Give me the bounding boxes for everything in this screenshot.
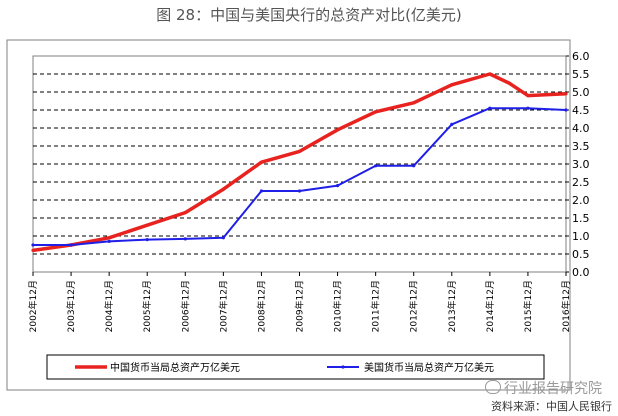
data-point-china (374, 110, 378, 114)
y-tick-label: 5.5 (572, 68, 590, 81)
grid-layer (33, 73, 566, 255)
data-point-us (145, 238, 149, 242)
y-tick-label: 6.0 (572, 50, 590, 63)
data-point-us (183, 237, 187, 241)
y-tick-label: 4.0 (572, 122, 590, 135)
data-point-us (221, 236, 225, 240)
x-tick-label: 2004年12月 (103, 280, 115, 332)
watermark-text: 行业报告研究院 (504, 381, 602, 397)
y-tick-label: 2.0 (572, 194, 590, 207)
legend-box (46, 354, 545, 380)
y-tick-label: 0.0 (572, 266, 590, 279)
data-point-us (31, 243, 35, 247)
y-tick-label: 2.5 (572, 176, 590, 189)
x-axis-ticks: 2002年12月 2003年12月 2004年12月 2005年12月 2006年12月… (27, 272, 572, 332)
data-point-china (259, 160, 264, 164)
y-axis-ticks: 0.0 0.5 1.0 1.5 2.0 2.5 3.0 3.5 4.0 4.5 5.0 5.5 6.0 (566, 50, 590, 279)
data-point-us (526, 106, 530, 110)
x-tick-label: 2014年12月 (484, 280, 496, 332)
y-tick-label: 3.5 (572, 140, 590, 153)
data-point-china (183, 211, 187, 215)
data-point-us (69, 243, 73, 247)
data-point-china (526, 94, 530, 98)
x-tick-label: 2010年12月 (332, 280, 344, 332)
legend-china-marker (89, 365, 93, 369)
data-point-china (145, 223, 149, 227)
data-point-us (564, 108, 568, 112)
data-point-us (488, 106, 492, 110)
data-point-china (488, 72, 492, 76)
x-tick-label: 2016年12月 (560, 280, 572, 332)
x-tick-label: 2008年12月 (255, 280, 267, 332)
data-point-us (335, 184, 340, 188)
x-tick-label: 2012年12月 (408, 280, 420, 332)
x-tick-label: 2006年12月 (179, 280, 191, 332)
legend-us-marker (341, 365, 345, 369)
data-point-china (107, 236, 111, 240)
data-point-us (450, 122, 454, 126)
series-line-china (32, 72, 567, 253)
x-tick-label: 2009年12月 (294, 280, 306, 332)
wechat-icon (485, 380, 501, 394)
legend-item-us: 美国货币当局总资产万亿美元 (327, 361, 494, 374)
data-point-us (374, 164, 378, 168)
chart-title: 图 28：中国与美国央行的总资产对比(亿美元) (156, 6, 462, 24)
x-tick-label: 2003年12月 (65, 280, 77, 332)
x-tick-label: 2013年12月 (446, 280, 458, 332)
outer-frame (6, 39, 571, 391)
data-point-china (564, 92, 568, 96)
x-tick-label: 2007年12月 (217, 280, 229, 332)
x-tick-label: 2011年12月 (370, 280, 382, 332)
data-point-china (450, 83, 454, 87)
series-line-us (33, 107, 567, 246)
series-layer (31, 72, 568, 253)
data-point-us (412, 164, 416, 168)
y-tick-label: 3.0 (572, 158, 590, 171)
data-point-china (221, 187, 225, 191)
watermark: 行业报告研究院 (485, 378, 602, 398)
data-point-us (107, 239, 111, 243)
data-point-china (412, 101, 416, 105)
data-point-us (259, 189, 264, 193)
data-point-china (31, 248, 35, 252)
y-tick-label: 0.5 (572, 248, 590, 261)
data-point-us (297, 189, 302, 193)
y-tick-label: 4.5 (572, 104, 590, 117)
data-point-china (335, 128, 340, 132)
y-tick-label: 1.5 (572, 212, 590, 225)
source-note: 资料来源：中国人民银行 (491, 400, 612, 413)
x-tick-label: 2005年12月 (141, 280, 153, 332)
legend-us-label: 美国货币当局总资产万亿美元 (364, 361, 494, 374)
y-tick-label: 5.0 (572, 86, 590, 99)
legend-item-china: 中国货币当局总资产万亿美元 (75, 361, 240, 374)
legend-china-label: 中国货币当局总资产万亿美元 (110, 361, 240, 374)
x-tick-label: 2002年12月 (27, 280, 39, 332)
data-point-china (297, 149, 302, 153)
data-point-china (507, 81, 511, 85)
y-tick-label: 1.0 (572, 230, 590, 243)
x-tick-label: 2015年12月 (522, 280, 534, 332)
